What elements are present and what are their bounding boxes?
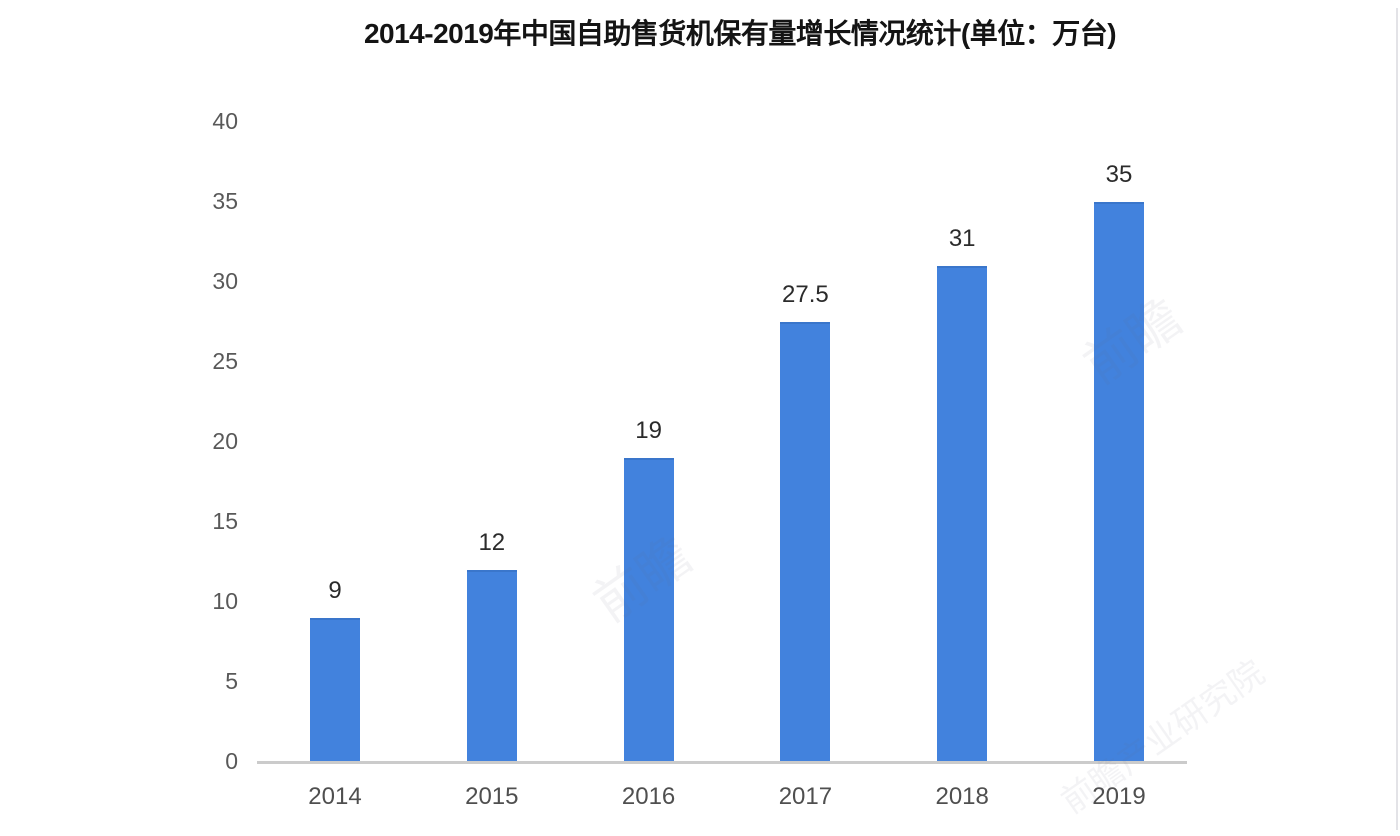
bar-2016 xyxy=(623,458,674,762)
y-tick-label: 20 xyxy=(212,428,238,454)
x-tick-label: 2014 xyxy=(308,783,362,810)
bar-value-label: 12 xyxy=(478,529,506,556)
y-tick-label: 35 xyxy=(212,188,238,214)
bar-2017 xyxy=(780,322,831,762)
x-tick-label: 2019 xyxy=(1092,783,1146,810)
chart-title: 2014-2019年中国自助售货机保有量增长情况统计(单位：万台) xyxy=(363,18,1117,49)
y-tick-label: 10 xyxy=(212,588,238,614)
x-tick-label: 2015 xyxy=(465,783,519,810)
bar-value-label: 19 xyxy=(635,417,662,444)
y-tick-label: 0 xyxy=(225,748,238,774)
y-tick-label: 5 xyxy=(225,668,238,694)
x-tick-label: 2017 xyxy=(778,783,833,810)
x-tick-label: 2016 xyxy=(621,783,676,810)
bar-2019 xyxy=(1094,202,1144,762)
y-tick-label: 40 xyxy=(212,108,238,134)
bar-2015 xyxy=(466,570,517,762)
bar-value-label: 9 xyxy=(328,577,342,604)
bar-2014 xyxy=(310,618,360,762)
bar-value-label: 35 xyxy=(1105,161,1133,188)
x-tick-label: 2018 xyxy=(935,783,989,810)
bar-value-label: 31 xyxy=(948,225,976,252)
y-tick-label: 25 xyxy=(212,348,238,374)
bar-value-label: 27.5 xyxy=(782,281,829,308)
y-tick-label: 30 xyxy=(212,268,238,294)
bar-2018 xyxy=(937,266,988,762)
y-tick-label: 15 xyxy=(212,508,238,534)
x-axis-line xyxy=(257,761,1187,764)
image-right-border xyxy=(1396,8,1398,830)
